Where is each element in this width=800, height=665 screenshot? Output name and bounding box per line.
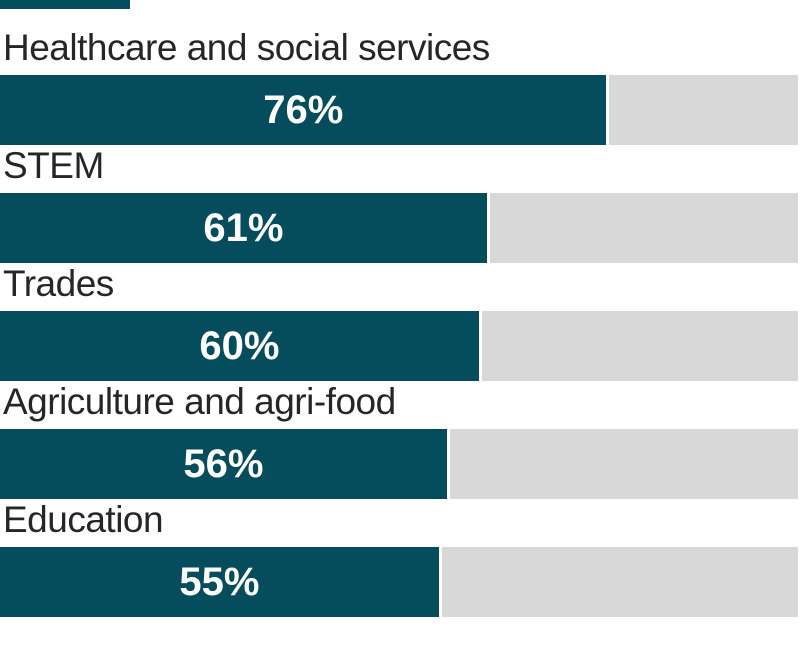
bar-track: 61% bbox=[0, 193, 798, 263]
value-label: 76% bbox=[263, 87, 344, 132]
category-label: Education bbox=[3, 499, 164, 540]
bar-fill: 60% bbox=[0, 311, 479, 381]
bar-row: Agriculture and agri-food 56% bbox=[0, 381, 800, 499]
bar-track: 60% bbox=[0, 311, 798, 381]
value-label: 60% bbox=[199, 323, 280, 368]
bar-fill: 56% bbox=[0, 429, 447, 499]
bar-row: Healthcare and social services 76% bbox=[0, 27, 800, 145]
category-label: Trades bbox=[3, 263, 114, 304]
bar-track: 76% bbox=[0, 75, 798, 145]
bar-fill: 61% bbox=[0, 193, 487, 263]
category-label: Healthcare and social services bbox=[3, 27, 490, 68]
category-label: Agriculture and agri-food bbox=[3, 381, 396, 422]
bar-fill: 76% bbox=[0, 75, 607, 145]
value-label: 56% bbox=[183, 441, 264, 486]
bar-row: Trades 60% bbox=[0, 263, 800, 381]
value-label: 61% bbox=[203, 205, 284, 250]
category-label: STEM bbox=[3, 145, 104, 186]
bar-fill: 55% bbox=[0, 547, 439, 617]
bar-row: Education 55% bbox=[0, 499, 800, 617]
bar-track: 55% bbox=[0, 547, 798, 617]
value-label: 55% bbox=[179, 559, 260, 604]
bar-row: STEM 61% bbox=[0, 145, 800, 263]
bar-track: 56% bbox=[0, 429, 798, 499]
cropped-bar-fragment bbox=[0, 0, 130, 9]
